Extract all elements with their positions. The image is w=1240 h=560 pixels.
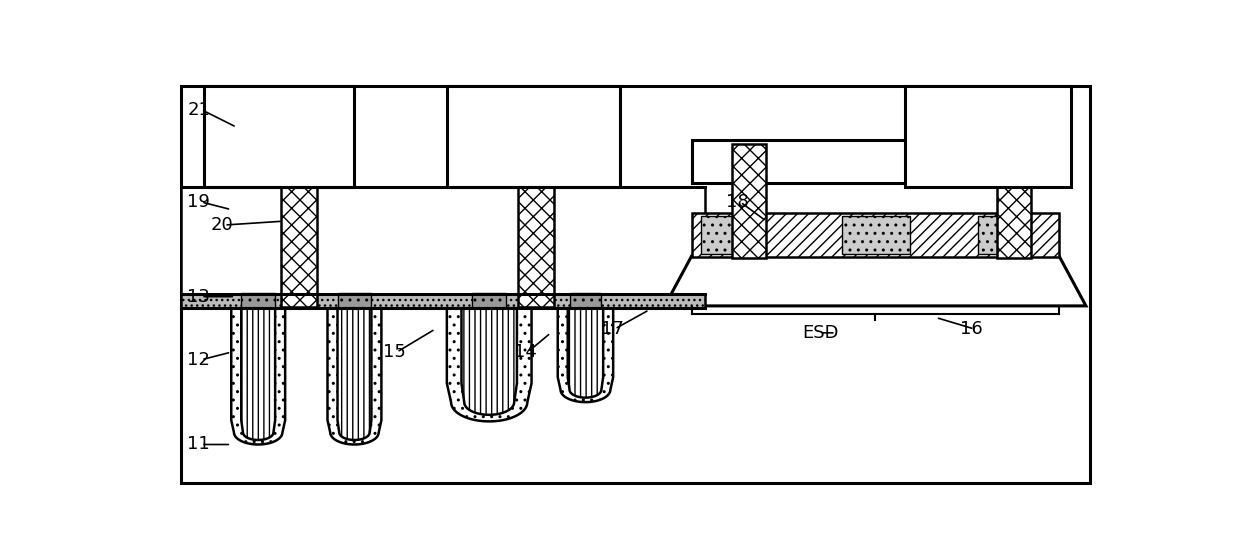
Text: 11: 11 — [187, 436, 210, 454]
Polygon shape — [327, 308, 382, 445]
Text: 15: 15 — [383, 343, 405, 361]
Polygon shape — [558, 308, 613, 402]
Text: 12: 12 — [187, 351, 211, 369]
Bar — [242, 293, 275, 308]
Text: 20: 20 — [211, 216, 233, 234]
Bar — [732, 144, 765, 258]
Bar — [701, 216, 743, 254]
Bar — [692, 213, 1059, 258]
Polygon shape — [665, 256, 1086, 306]
Bar — [978, 216, 1021, 254]
Bar — [205, 86, 355, 186]
Bar — [842, 216, 910, 254]
Bar — [181, 186, 704, 295]
Bar — [181, 295, 704, 308]
Text: 13: 13 — [187, 288, 211, 306]
Text: 17: 17 — [601, 320, 624, 338]
Bar — [692, 141, 1059, 183]
Text: 21: 21 — [187, 101, 211, 119]
Bar — [997, 144, 1032, 258]
Polygon shape — [242, 308, 275, 440]
Text: ESD: ESD — [802, 324, 838, 342]
Bar — [281, 186, 316, 307]
Bar — [570, 293, 601, 308]
Text: 16: 16 — [961, 320, 983, 338]
Polygon shape — [446, 308, 532, 421]
Polygon shape — [231, 308, 285, 445]
Polygon shape — [461, 308, 517, 415]
Bar — [337, 293, 372, 308]
Text: 18: 18 — [727, 193, 749, 211]
Text: 14: 14 — [513, 343, 537, 361]
Bar — [905, 86, 1070, 186]
Polygon shape — [337, 308, 372, 440]
Polygon shape — [568, 308, 603, 398]
Bar — [446, 86, 620, 186]
Text: 19: 19 — [187, 193, 211, 211]
Bar — [472, 293, 506, 308]
Bar — [518, 186, 554, 307]
